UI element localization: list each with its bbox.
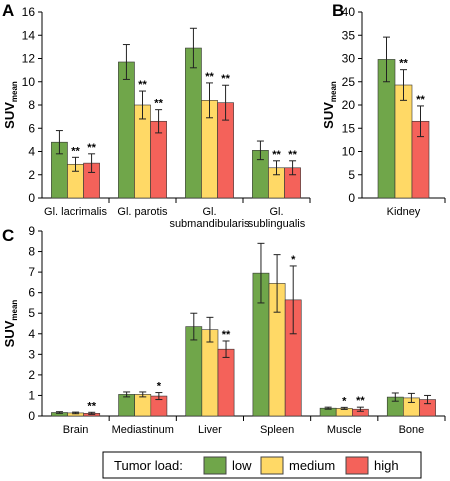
legend-swatch-high [345, 456, 369, 475]
significance-mark: ** [222, 329, 231, 341]
panel-letter: B [332, 1, 344, 20]
y-tick-label: 15 [342, 121, 356, 135]
y-tick-label: 4 [28, 145, 35, 159]
y-tick-label: 25 [342, 75, 356, 89]
category-label: Bone [399, 424, 425, 436]
y-axis-label: SUVmean [2, 81, 19, 129]
category-label: Gl. [202, 206, 216, 218]
y-tick-label: 12 [22, 52, 36, 66]
significance-mark: * [291, 254, 296, 266]
significance-mark: ** [288, 149, 297, 161]
y-tick-label: 9 [28, 224, 35, 238]
category-label: Kidney [387, 206, 421, 218]
significance-mark: ** [87, 400, 96, 412]
category-label: Liver [198, 424, 222, 436]
significance-mark: * [157, 381, 162, 393]
bar-low [185, 47, 202, 199]
category-label: Spleen [260, 424, 294, 436]
category-label: Gl. lacrimalis [44, 206, 107, 218]
bar-low [118, 394, 135, 417]
y-tick-label: 2 [28, 168, 35, 182]
significance-mark: ** [71, 145, 80, 157]
y-tick-label: 0 [28, 191, 35, 205]
y-tick-label: 14 [22, 28, 36, 42]
category-label: Brain [63, 424, 89, 436]
significance-mark: ** [356, 395, 365, 407]
category-label: submandibularis [169, 218, 250, 230]
legend: Tumor load: low medium high [102, 451, 422, 479]
bar-low [118, 61, 135, 199]
y-tick-label: 8 [28, 245, 35, 259]
significance-mark: ** [399, 58, 408, 70]
significance-mark: ** [138, 79, 147, 91]
y-tick-label: 10 [342, 145, 356, 159]
y-tick-label: 3 [28, 347, 35, 361]
y-tick-label: 6 [28, 286, 35, 300]
legend-label-high: high [374, 458, 399, 473]
significance-mark: ** [272, 149, 281, 161]
y-tick-label: 6 [28, 121, 35, 135]
bar-high [217, 348, 235, 417]
significance-mark: * [342, 395, 347, 407]
y-tick-label: 40 [342, 5, 356, 19]
legend-swatch-low [203, 456, 227, 475]
significance-mark: ** [87, 142, 96, 154]
y-tick-label: 20 [342, 98, 356, 112]
significance-mark: ** [205, 71, 214, 83]
y-tick-label: 16 [22, 5, 36, 19]
legend-swatch-medium [260, 456, 284, 475]
bar-medium [394, 84, 413, 199]
category-label: Mediastinum [112, 424, 174, 436]
y-tick-label: 0 [348, 191, 355, 205]
y-tick-label: 8 [28, 98, 35, 112]
y-tick-label: 5 [348, 168, 355, 182]
significance-mark: ** [154, 98, 163, 110]
y-tick-label: 35 [342, 28, 356, 42]
y-tick-label: 1 [28, 388, 35, 402]
legend-label-low: low [232, 458, 252, 473]
panel-letter: A [2, 1, 14, 20]
y-tick-label: 7 [28, 265, 35, 279]
y-tick-label: 5 [28, 306, 35, 320]
y-axis-label: SUVmean [2, 300, 19, 348]
legend-label-medium: medium [289, 458, 335, 473]
category-label: Gl. [269, 206, 283, 218]
bar-medium [201, 329, 219, 417]
bar-medium [134, 394, 152, 417]
significance-mark: ** [416, 94, 425, 106]
panel-b: B SUVmean 0 5 10 15 20 25 30 35 40 ** ** Kidney [321, 1, 446, 218]
significance-mark: ** [221, 73, 230, 85]
panel-c: CSUVmean0123456789**Brain*Mediastinum**L… [2, 224, 446, 436]
y-tick-label: 4 [28, 327, 35, 341]
panel-letter: C [2, 226, 14, 245]
y-tick-label: 0 [28, 409, 35, 423]
legend-title: Tumor load: [114, 458, 183, 473]
category-label: Muscle [327, 424, 362, 436]
y-tick-label: 2 [28, 368, 35, 382]
panel-a: A SUVmean 0 2 4 6 8 10 12 14 16 ** ** Gl. lacrimalis *… [2, 1, 311, 230]
category-label: sublingualis [248, 218, 306, 230]
y-tick-label: 10 [22, 75, 36, 89]
category-label: Gl. parotis [117, 206, 168, 218]
y-tick-label: 30 [342, 52, 356, 66]
y-axis-label: SUVmean [321, 81, 338, 129]
